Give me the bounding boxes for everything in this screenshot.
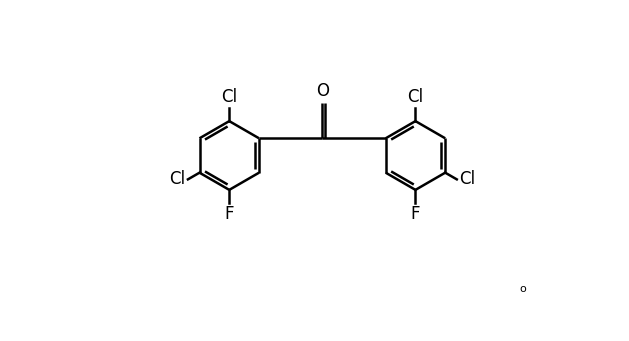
Text: F: F <box>225 205 234 223</box>
Text: Cl: Cl <box>169 170 186 188</box>
Text: O: O <box>316 81 329 100</box>
Text: F: F <box>411 205 420 223</box>
Text: Cl: Cl <box>459 170 476 188</box>
Text: o: o <box>520 284 526 294</box>
Text: Cl: Cl <box>221 88 237 106</box>
Text: Cl: Cl <box>408 88 423 106</box>
